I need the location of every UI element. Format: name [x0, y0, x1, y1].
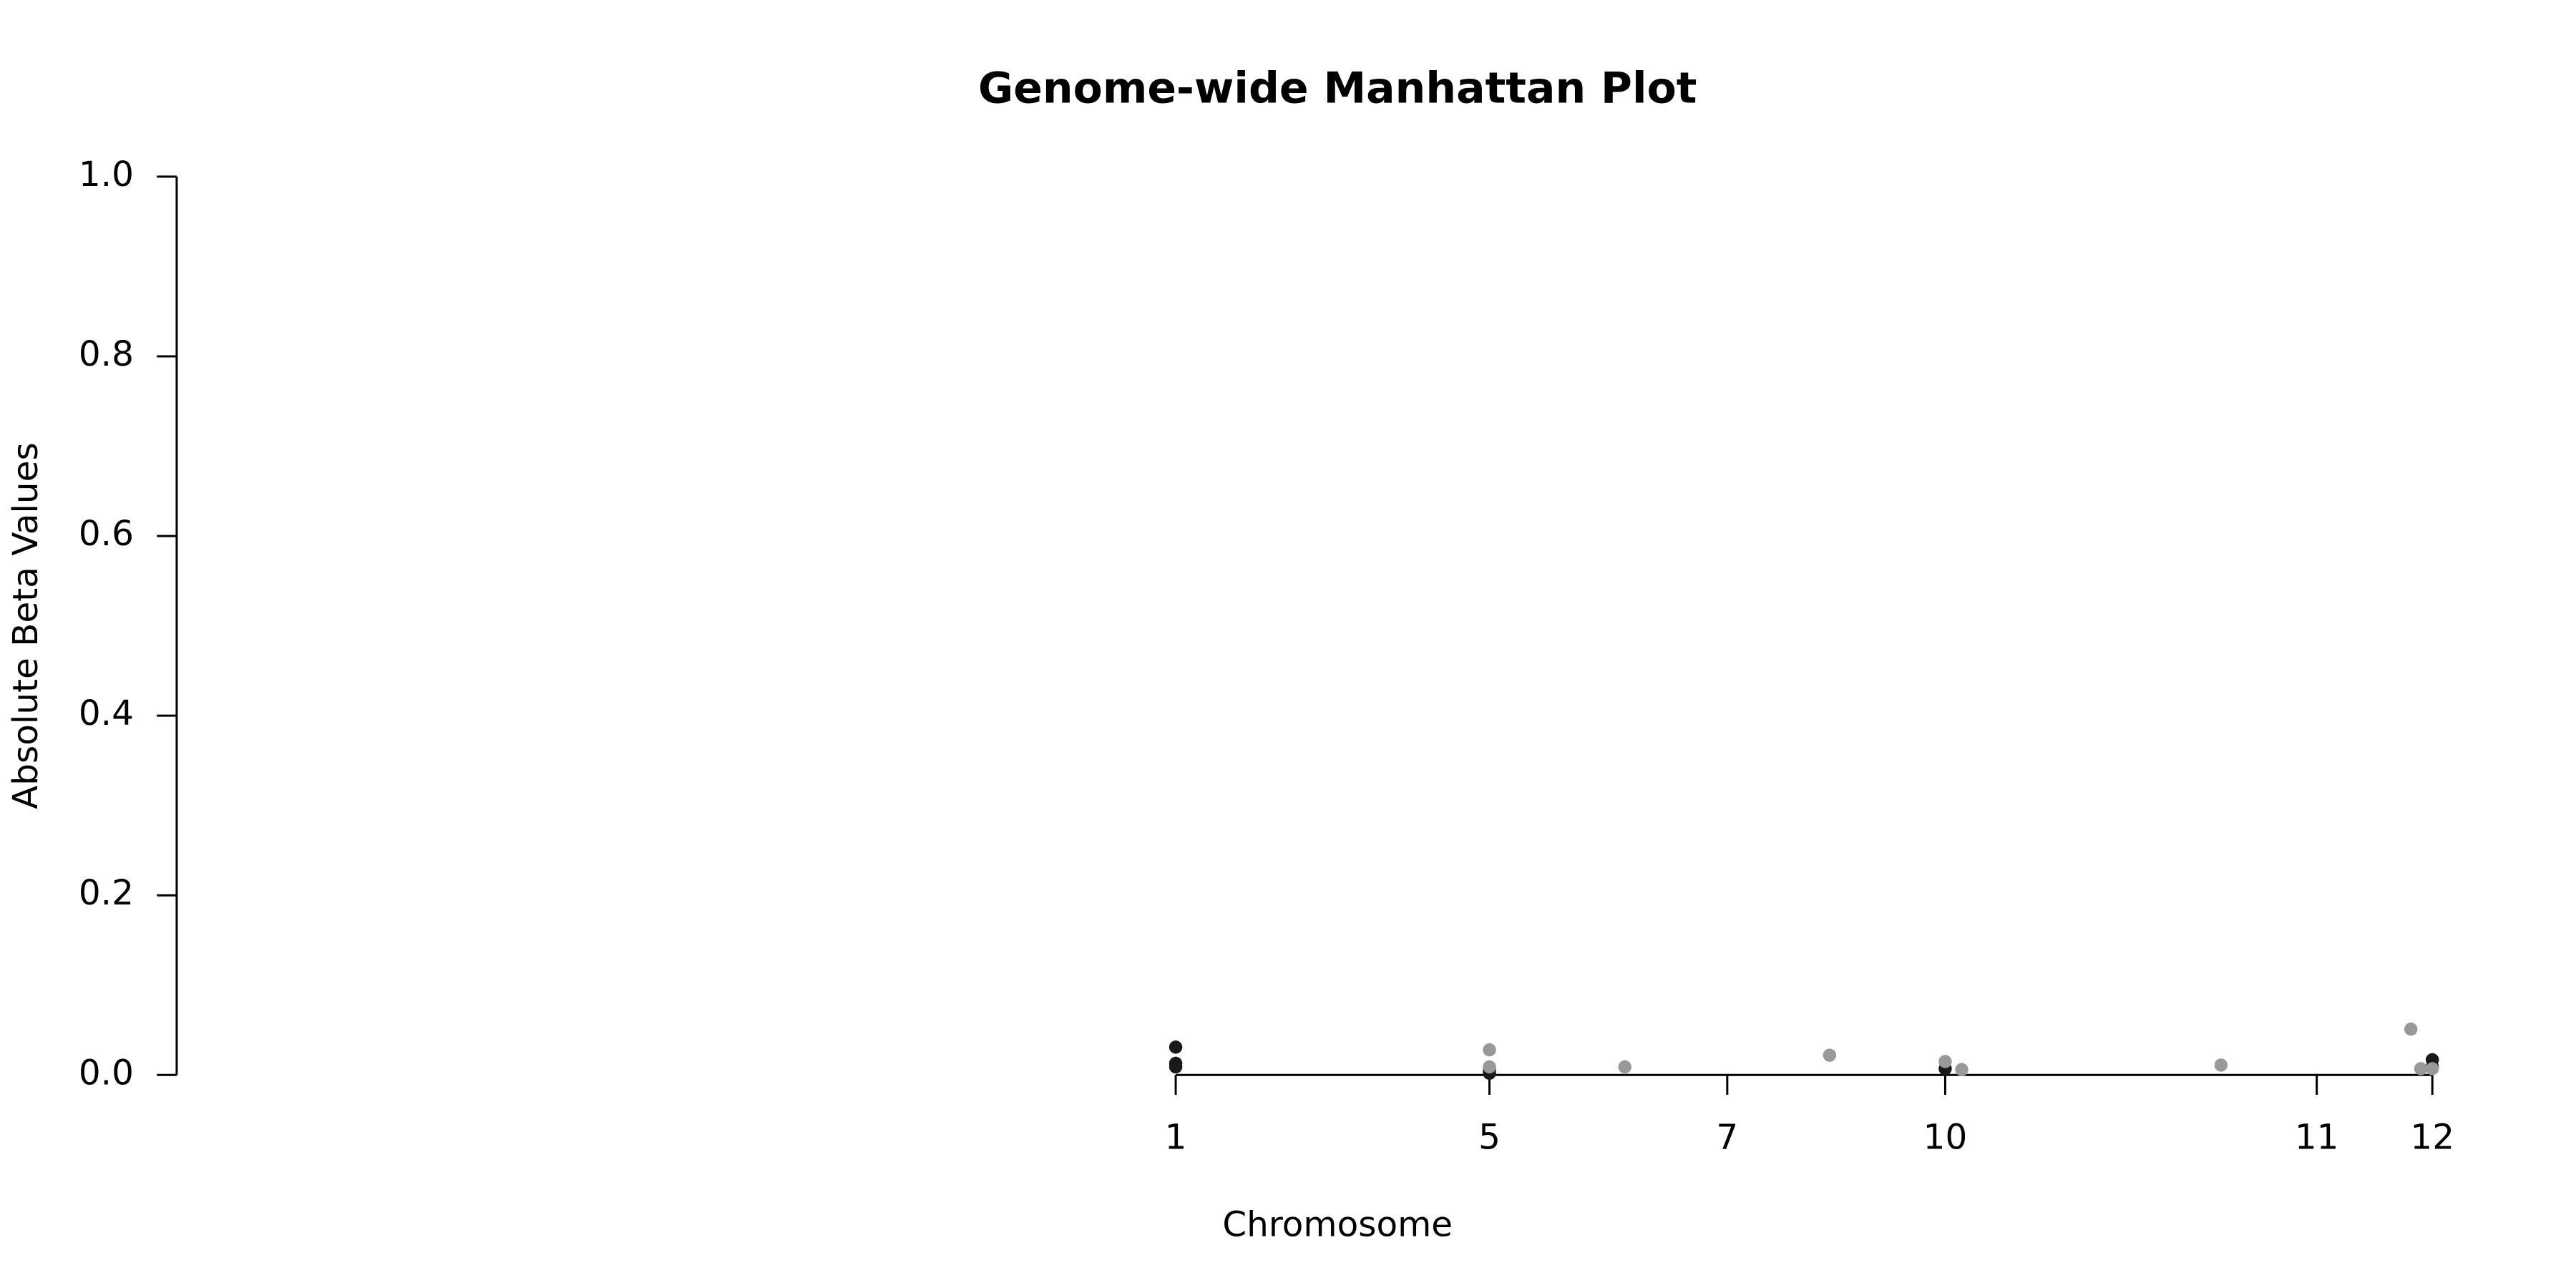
data-point [1955, 1063, 1968, 1077]
chart-title: Genome-wide Manhattan Plot [978, 64, 1697, 114]
y-tick-label: 0.0 [79, 1053, 134, 1093]
y-tick-label: 1.0 [79, 155, 134, 195]
y-tick-label: 0.8 [79, 334, 134, 374]
x-tick-label: 11 [2295, 1117, 2339, 1157]
data-point [2214, 1058, 2228, 1072]
y-tick-label: 0.2 [79, 873, 134, 913]
x-tick-label: 10 [1923, 1117, 1968, 1157]
data-point [1823, 1048, 1837, 1062]
data-point [1483, 1043, 1496, 1057]
y-axis-label: Absolute Beta Values [6, 442, 46, 809]
x-tick-label: 12 [2410, 1117, 2454, 1157]
data-point [1483, 1060, 1496, 1074]
y-tick-label: 0.6 [79, 514, 134, 554]
x-axis-label: Chromosome [1222, 1205, 1453, 1245]
x-tick-label: 7 [1716, 1117, 1738, 1157]
data-point [1169, 1060, 1183, 1074]
y-tick-label: 0.4 [79, 693, 134, 733]
data-point [2404, 1023, 2418, 1036]
data-point [2414, 1062, 2428, 1075]
data-point [1938, 1055, 1952, 1068]
data-point [2426, 1062, 2439, 1075]
data-point [1618, 1060, 1631, 1074]
x-tick-label: 5 [1478, 1117, 1501, 1157]
data-point [1169, 1040, 1183, 1054]
x-tick-label: 1 [1165, 1117, 1187, 1157]
